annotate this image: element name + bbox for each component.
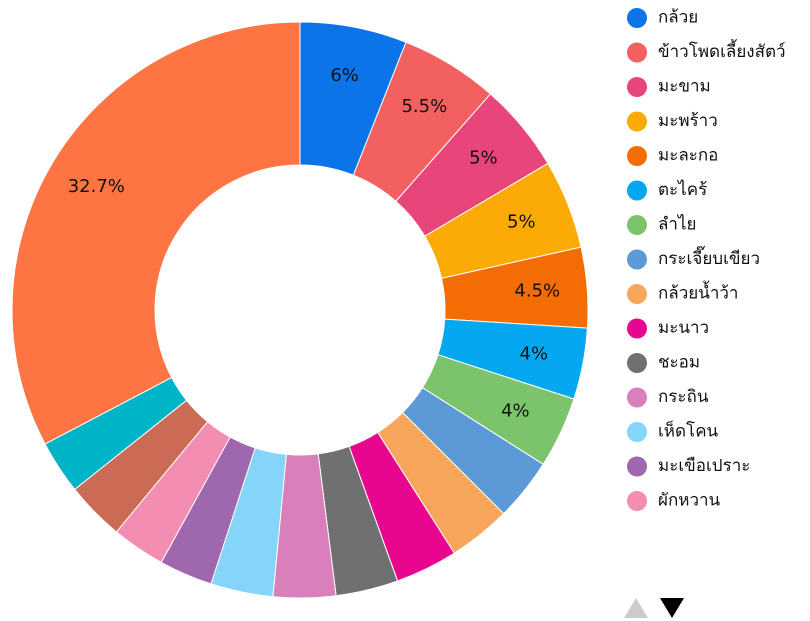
legend-marker — [627, 8, 647, 28]
legend-label: มะเขือเปราะ — [658, 456, 750, 476]
legend-marker — [627, 387, 647, 408]
slice-label: 5.5% — [401, 96, 447, 117]
legend-marker — [627, 422, 647, 442]
slice-label: 4.5% — [514, 280, 560, 301]
legend-label: มะละกอ — [658, 146, 718, 166]
legend-label: กระถิน — [658, 387, 709, 407]
legend-label: ชะอม — [658, 353, 700, 373]
legend-marker — [627, 42, 647, 63]
legend-label: มะพร้าว — [658, 111, 718, 131]
legend-label: ผักหวาน — [658, 491, 721, 511]
legend-marker — [627, 318, 647, 339]
legend: กล้วยข้าวโพดเลี้ยงสัตว์มะขามมะพร้าวมะละก… — [627, 8, 786, 511]
slice — [11, 21, 301, 445]
legend-marker — [627, 456, 647, 477]
slice-label: 32.7% — [68, 176, 125, 197]
legend-marker — [627, 491, 647, 511]
legend-page-up[interactable] — [624, 598, 648, 618]
legend-label: ลำไย — [658, 214, 696, 235]
slice-label: 6% — [330, 65, 359, 86]
legend-marker — [627, 111, 647, 132]
legend-label: ตะไคร้ — [658, 179, 707, 200]
legend-marker — [627, 146, 647, 166]
slice-label: 4% — [501, 400, 530, 421]
legend-label: กระเจี๊ยบเขียว — [658, 245, 760, 269]
legend-marker — [627, 353, 647, 373]
legend-label: กล้วย — [658, 8, 698, 28]
slice-label: 5% — [469, 147, 498, 168]
legend-label: มะขาม — [658, 77, 711, 97]
legend-marker — [627, 215, 647, 235]
slice-label: 4% — [520, 344, 549, 365]
legend-marker — [627, 180, 647, 201]
legend-marker — [627, 284, 647, 304]
legend-marker — [627, 249, 647, 270]
legend-label: มะนาว — [658, 318, 709, 338]
legend-label: กล้วยน้ำว้า — [658, 281, 738, 304]
donut: 6% 5.5% 5% 5% 4.5% 4% 4% 32.7% — [11, 21, 589, 599]
legend-page-down[interactable] — [660, 598, 684, 618]
legend-label: ข้าวโพดเลี้ยงสัตว์ — [658, 39, 786, 62]
slice-label: 5% — [507, 211, 536, 232]
legend-marker — [627, 77, 647, 97]
legend-label: เห็ดโคน — [658, 420, 719, 442]
